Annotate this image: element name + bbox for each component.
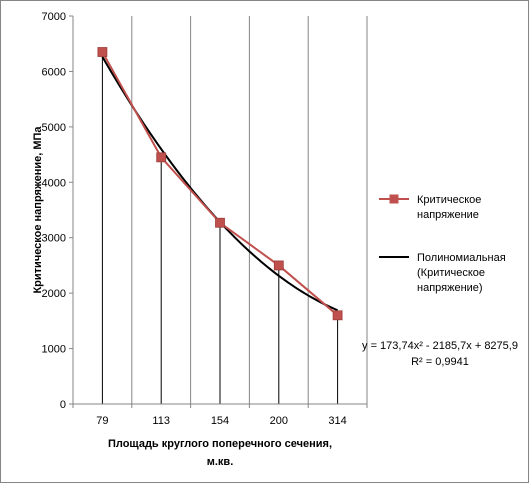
y-tick-label: 0 (60, 399, 66, 411)
trendline-r-squared: R² = 0,9941 (411, 356, 469, 368)
legend-trendline-label: напряжение) (417, 282, 483, 294)
y-tick-label: 6000 (42, 66, 66, 78)
legend-trendline-label: (Критическое (417, 267, 485, 279)
y-axis-title: Критическое напряжение, МПа (32, 126, 44, 294)
y-tick-labels: 0 1000 2000 3000 4000 5000 6000 7000 (42, 11, 66, 411)
legend: Критическое напряжение Полиномиальная (Крит… (379, 194, 506, 294)
legend-trendline-label: Полиномиальная (417, 252, 506, 264)
legend-series-label: Критическое (417, 194, 481, 206)
x-tick-label: 113 (152, 415, 170, 427)
trendline-equation: y = 173,74x² - 2185,7x + 8275,9 (362, 340, 518, 352)
x-tick-label: 314 (328, 415, 346, 427)
y-tick-label: 1000 (42, 344, 66, 356)
x-axis-title-line-2: м.кв. (207, 456, 234, 468)
y-tick-label: 3000 (42, 233, 66, 245)
x-tick-label: 154 (211, 415, 229, 427)
marker-layer (97, 47, 343, 321)
data-point-marker (215, 217, 225, 228)
x-tick-labels: 79 113 154 200 314 (96, 415, 347, 427)
data-point-marker (332, 310, 343, 321)
x-tick-label: 200 (270, 415, 288, 427)
axis-layer (69, 15, 368, 408)
legend-series-swatch-marker (389, 194, 399, 204)
y-tick-label: 5000 (42, 122, 66, 134)
y-tick-label: 4000 (42, 177, 66, 189)
x-tick-label: 79 (96, 415, 108, 427)
grid-layer (101, 16, 368, 404)
y-tick-label: 2000 (42, 288, 66, 300)
x-axis-title-line-1: Площадь круглого поперечного сечения, (108, 438, 332, 450)
data-point-marker (273, 260, 284, 271)
data-point-marker (156, 152, 167, 163)
data-point-marker (97, 47, 108, 57)
y-tick-label: 7000 (42, 11, 66, 23)
legend-series-label: напряжение (417, 209, 479, 221)
